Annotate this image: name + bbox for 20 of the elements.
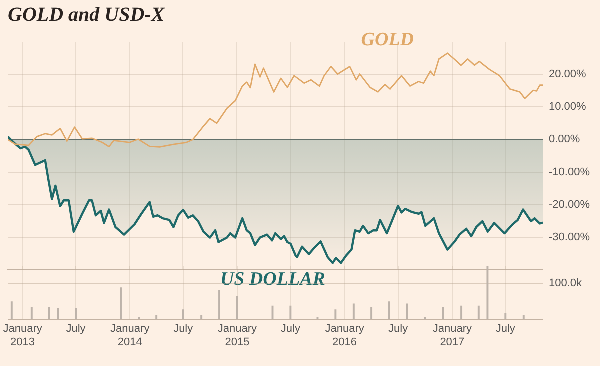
y-tick-label: 20.00% xyxy=(549,68,587,81)
x-tick-label: July xyxy=(496,323,516,336)
x-tick-label: July xyxy=(66,323,86,336)
x-tick-label: January 2013 xyxy=(3,323,43,348)
y-tick-label: -30.00% xyxy=(549,231,590,244)
series-label: GOLD xyxy=(361,29,414,50)
x-tick-label: January 2017 xyxy=(432,323,472,348)
series-label: US DOLLAR xyxy=(220,269,326,290)
x-tick-label: January 2016 xyxy=(325,323,365,348)
x-tick-label: July xyxy=(280,323,301,336)
ref-line-label: 100.0k xyxy=(549,278,583,290)
x-tick-label: January 2014 xyxy=(110,323,150,348)
y-tick-label: 0.00% xyxy=(549,134,580,146)
x-tick-label: January 2015 xyxy=(218,323,258,348)
y-tick-label: -10.00% xyxy=(549,166,590,178)
y-tick-label: -20.00% xyxy=(549,198,590,211)
y-tick-label: 10.00% xyxy=(549,101,587,114)
x-tick-label: July xyxy=(388,323,409,336)
x-tick-label: July xyxy=(174,323,194,336)
chart-title: GOLD and USD-X xyxy=(8,4,166,26)
